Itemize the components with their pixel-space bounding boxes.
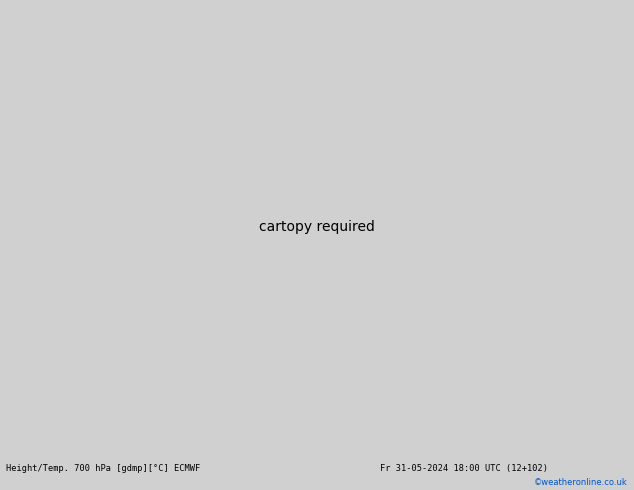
Text: cartopy required: cartopy required	[259, 220, 375, 234]
Text: Height/Temp. 700 hPa [gdmp][°C] ECMWF: Height/Temp. 700 hPa [gdmp][°C] ECMWF	[6, 464, 200, 473]
Text: Fr 31-05-2024 18:00 UTC (12+102): Fr 31-05-2024 18:00 UTC (12+102)	[380, 464, 548, 473]
Text: ©weatheronline.co.uk: ©weatheronline.co.uk	[534, 478, 628, 487]
